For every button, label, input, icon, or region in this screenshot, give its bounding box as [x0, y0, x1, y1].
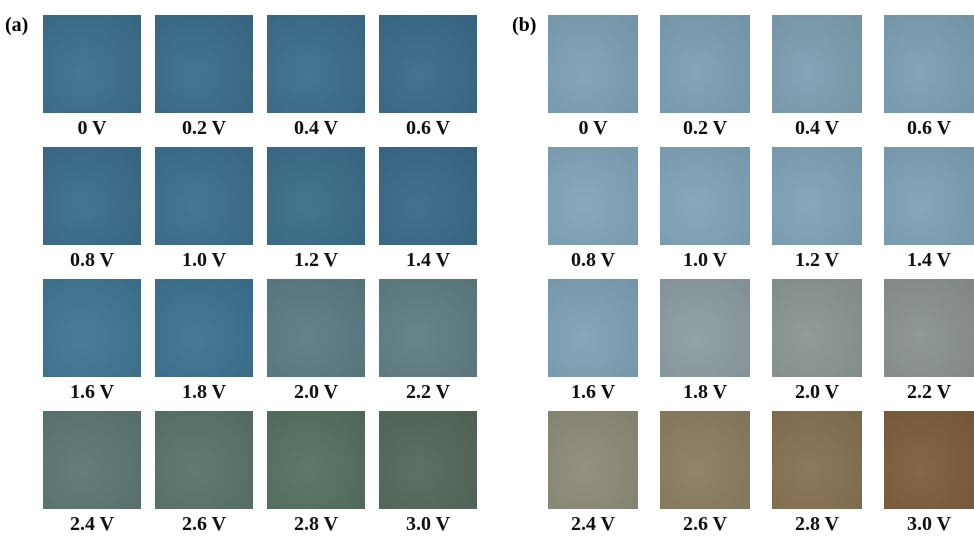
- sample: 1.6 V: [548, 279, 638, 407]
- sample-voltage: 1.2 V: [294, 245, 338, 275]
- sample: 1.4 V: [379, 147, 477, 275]
- sample: 0 V: [43, 15, 141, 143]
- sample-photo: [772, 15, 862, 113]
- sample-photo: [155, 15, 253, 113]
- sample: 2.0 V: [267, 279, 365, 407]
- sample-voltage: 0.4 V: [294, 113, 338, 143]
- sample-photo: [884, 147, 974, 245]
- sample: 2.8 V: [772, 411, 862, 539]
- sample-voltage: 0.6 V: [907, 113, 951, 143]
- sample-photo: [884, 279, 974, 377]
- sample-voltage: 2.0 V: [795, 377, 839, 407]
- sample: 0.2 V: [660, 15, 750, 143]
- sample-voltage: 1.8 V: [683, 377, 727, 407]
- sample-photo: [660, 279, 750, 377]
- sample-voltage: 0 V: [578, 113, 607, 143]
- sample-photo: [379, 147, 477, 245]
- sample-photo: [548, 411, 638, 509]
- sample: 2.0 V: [772, 279, 862, 407]
- sample: 2.2 V: [379, 279, 477, 407]
- sample: 0.4 V: [772, 15, 862, 143]
- sample-photo: [884, 411, 974, 509]
- panel-label: (b): [512, 14, 536, 37]
- sample-photo: [548, 279, 638, 377]
- sample-photo: [155, 147, 253, 245]
- sample-photo: [772, 279, 862, 377]
- sample: 3.0 V: [884, 411, 974, 539]
- sample-voltage: 1.8 V: [182, 377, 226, 407]
- sample: 0.2 V: [155, 15, 253, 143]
- sample: 1.0 V: [155, 147, 253, 275]
- sample: 2.4 V: [43, 411, 141, 539]
- sample: 1.2 V: [267, 147, 365, 275]
- sample: 1.8 V: [660, 279, 750, 407]
- sample-photo: [660, 15, 750, 113]
- sample-voltage: 0.8 V: [70, 245, 114, 275]
- sample-photo: [379, 15, 477, 113]
- sample-voltage: 1.6 V: [571, 377, 615, 407]
- sample-photo: [884, 15, 974, 113]
- panel-label: (a): [5, 14, 28, 37]
- sample-photo: [548, 147, 638, 245]
- sample: 0.6 V: [379, 15, 477, 143]
- sample-voltage: 0 V: [77, 113, 106, 143]
- sample: 3.0 V: [379, 411, 477, 539]
- sample: 1.2 V: [772, 147, 862, 275]
- sample-voltage: 0.2 V: [683, 113, 727, 143]
- sample: 2.2 V: [884, 279, 974, 407]
- figure: (a) 0 V 0.2 V 0.4 V 0.6 V 0.8 V 1.0 V 1.2 V 1.4 …: [0, 0, 974, 535]
- sample-voltage: 1.4 V: [907, 245, 951, 275]
- sample-photo: [155, 411, 253, 509]
- sample-voltage: 0.2 V: [182, 113, 226, 143]
- sample-voltage: 1.6 V: [70, 377, 114, 407]
- sample-photo: [772, 147, 862, 245]
- sample: 0.8 V: [43, 147, 141, 275]
- sample-photo: [660, 411, 750, 509]
- sample: 0.8 V: [548, 147, 638, 275]
- sample-photo: [379, 411, 477, 509]
- sample-photo: [267, 15, 365, 113]
- sample-photo: [155, 279, 253, 377]
- sample: 0 V: [548, 15, 638, 143]
- sample: 0.4 V: [267, 15, 365, 143]
- sample: 2.4 V: [548, 411, 638, 539]
- sample-voltage: 0.8 V: [571, 245, 615, 275]
- sample-photo: [660, 147, 750, 245]
- sample-voltage: 1.2 V: [795, 245, 839, 275]
- sample: 0.6 V: [884, 15, 974, 143]
- sample-photo: [43, 147, 141, 245]
- sample-voltage: 0.6 V: [406, 113, 450, 143]
- sample-photo: [267, 279, 365, 377]
- sample-voltage: 2.2 V: [907, 377, 951, 407]
- sample-voltage: 0.4 V: [795, 113, 839, 143]
- sample-voltage: 1.0 V: [182, 245, 226, 275]
- sample-photo: [772, 411, 862, 509]
- sample: 2.6 V: [660, 411, 750, 539]
- sample: 1.0 V: [660, 147, 750, 275]
- swatch-grid: 0 V 0.2 V 0.4 V 0.6 V 0.8 V 1.0 V 1.2 V 1.4 V 1.…: [548, 15, 974, 539]
- sample: 2.8 V: [267, 411, 365, 539]
- sample: 1.8 V: [155, 279, 253, 407]
- sample: 2.6 V: [155, 411, 253, 539]
- swatch-grid: 0 V 0.2 V 0.4 V 0.6 V 0.8 V 1.0 V 1.2 V 1.4 V 1.…: [43, 15, 477, 539]
- sample: 1.4 V: [884, 147, 974, 275]
- sample-voltage: 2.2 V: [406, 377, 450, 407]
- sample-photo: [43, 411, 141, 509]
- sample-voltage: 2.0 V: [294, 377, 338, 407]
- sample-photo: [43, 15, 141, 113]
- sample-voltage: 1.0 V: [683, 245, 727, 275]
- sample-photo: [43, 279, 141, 377]
- sample-photo: [548, 15, 638, 113]
- sample-photo: [267, 147, 365, 245]
- sample-voltage: 1.4 V: [406, 245, 450, 275]
- sample: 1.6 V: [43, 279, 141, 407]
- sample-photo: [379, 279, 477, 377]
- sample-photo: [267, 411, 365, 509]
